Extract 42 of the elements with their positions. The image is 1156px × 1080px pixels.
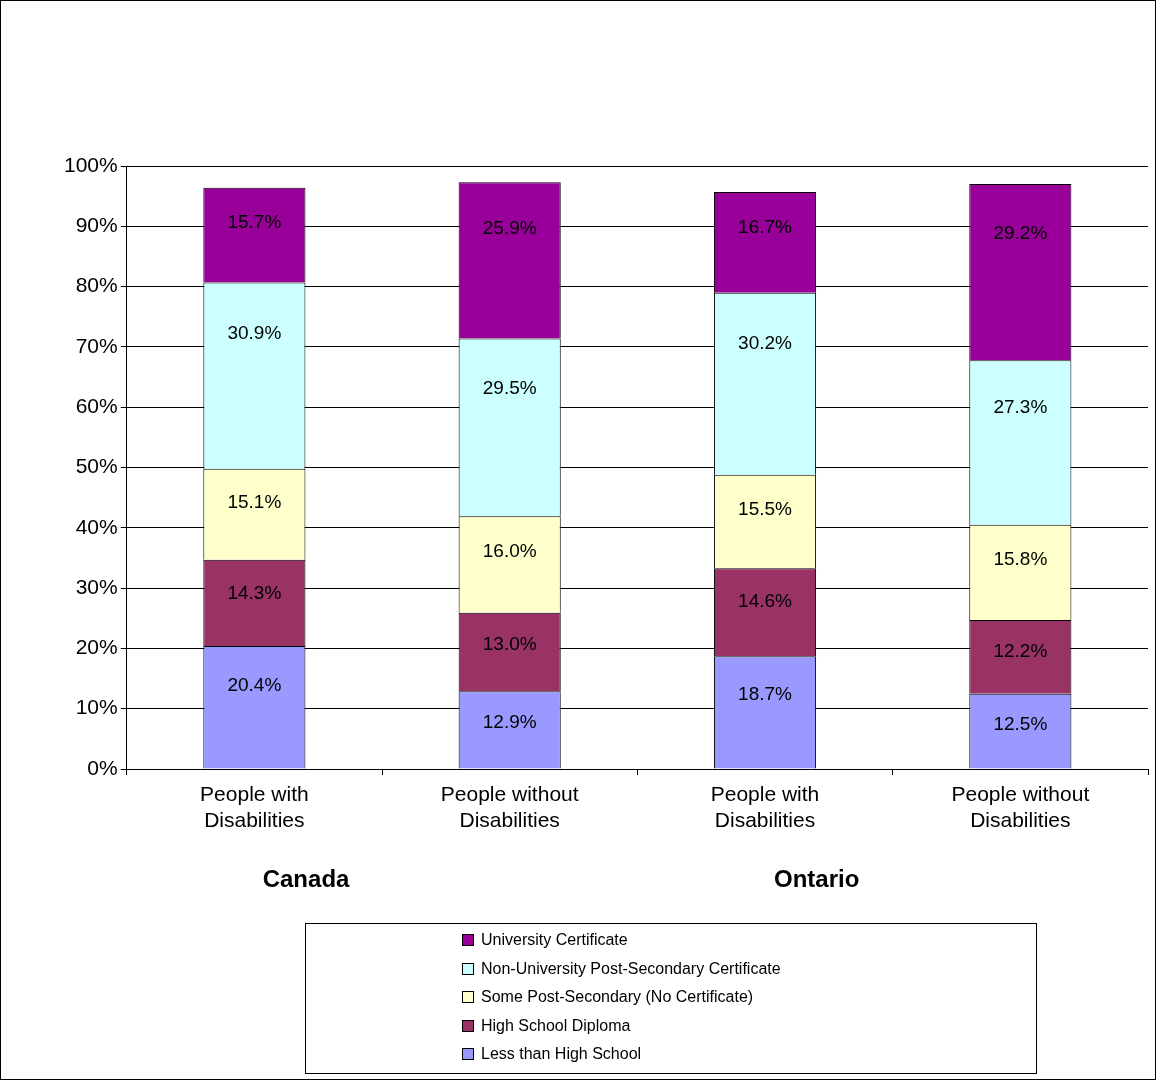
legend-label: University Certificate: [481, 931, 628, 950]
data-label: 25.9%: [482, 216, 537, 238]
data-label: 16.0%: [482, 539, 537, 561]
y-tick-label: 60%: [75, 394, 118, 417]
x-tick-label: People without Disabilities: [951, 782, 1090, 831]
data-label: 14.3%: [227, 581, 282, 603]
y-tick-label: 70%: [75, 333, 118, 357]
data-label: 12.2%: [993, 639, 1048, 661]
data-label: 16.7%: [738, 216, 793, 238]
data-label: 12.5%: [993, 713, 1048, 735]
y-tick-label: 80%: [75, 273, 118, 297]
data-label: 15.5%: [738, 497, 793, 519]
x-tick-label: People without Disabilities: [440, 782, 579, 831]
data-label: 20.4%: [227, 674, 282, 696]
legend-label: Less than High School: [481, 1045, 642, 1064]
text: Canada: [262, 864, 351, 892]
y-tick-label: 10%: [75, 695, 118, 719]
y-tick-label: 90%: [75, 213, 118, 237]
legend-label: Non-University Post-Secondary Certificate: [481, 959, 781, 978]
data-label: 30.2%: [738, 331, 793, 353]
data-label: 15.7%: [227, 210, 282, 232]
data-label: 14.6%: [738, 590, 793, 612]
data-label: 29.2%: [993, 222, 1048, 244]
y-tick-label: 0%: [87, 755, 118, 779]
data-label: 30.9%: [227, 322, 282, 344]
data-label: 27.3%: [993, 396, 1048, 418]
data-label: 12.9%: [482, 711, 537, 733]
x-tick-label: People with Disabilities: [200, 782, 309, 831]
x-tick-label: People with Disabilities: [710, 782, 820, 831]
y-tick-label: 30%: [75, 574, 118, 598]
y-tick-label: 20%: [75, 635, 118, 659]
y-tick-label: 50%: [75, 454, 118, 478]
legend-label: Some Post-Secondary (No Certificate): [481, 988, 754, 1007]
data-label: 18.7%: [738, 682, 793, 704]
data-label: 15.1%: [227, 491, 282, 513]
data-label: 15.8%: [993, 548, 1048, 570]
y-tick-label: 40%: [75, 514, 118, 538]
data-label: 13.0%: [482, 633, 537, 655]
y-tick-label: 100%: [63, 152, 118, 176]
data-label: 29.5%: [482, 376, 537, 398]
legend-label: High School Diploma: [481, 1016, 631, 1035]
text: Ontario: [774, 864, 860, 892]
